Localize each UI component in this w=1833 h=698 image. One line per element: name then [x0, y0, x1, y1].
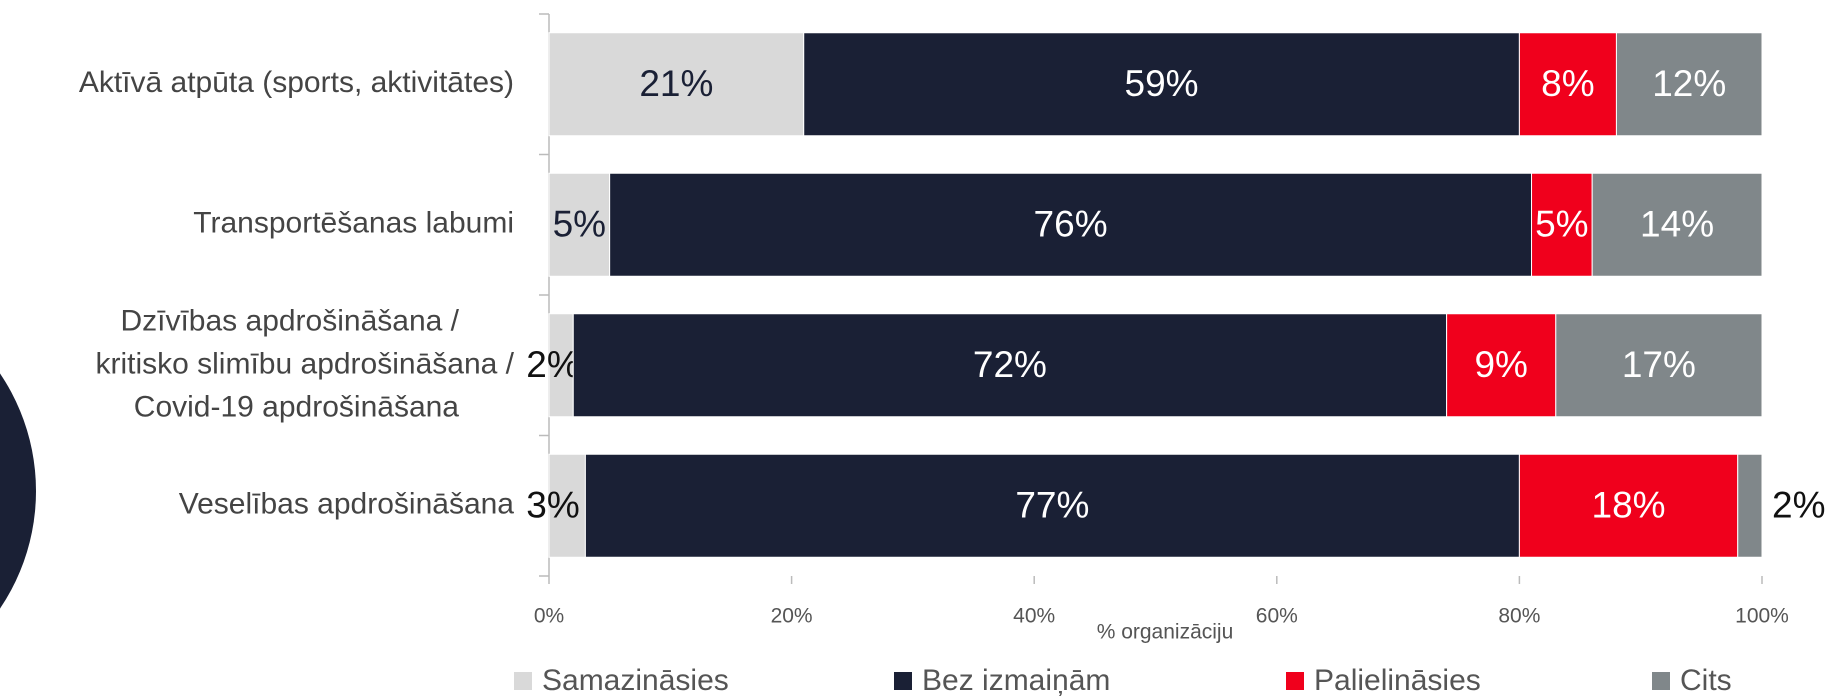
legend-swatch — [1286, 672, 1304, 690]
bar-segment — [1737, 453, 1763, 558]
bar-segment — [1531, 172, 1593, 277]
category-label: Aktīvā atpūta (sports, aktivitātes) — [79, 66, 514, 99]
bar-segment — [548, 453, 586, 558]
bar-segment — [1518, 453, 1739, 558]
x-axis-title: % organizāciju — [1097, 621, 1234, 644]
category-label: Veselības apdrošināšana — [179, 488, 515, 521]
bar-segment — [1615, 32, 1763, 137]
data-label: 18% — [1592, 485, 1666, 526]
data-label: 8% — [1541, 63, 1594, 104]
data-label: 77% — [1015, 485, 1089, 526]
bar-segment — [572, 313, 1448, 418]
bar-segment — [803, 32, 1520, 137]
x-tick-label: 60% — [1256, 605, 1298, 628]
x-tick-label: 80% — [1498, 605, 1540, 628]
data-label: 9% — [1474, 344, 1527, 385]
data-label: 14% — [1640, 204, 1714, 245]
legend-label: Samazināsies — [542, 664, 729, 697]
legend-label: Cits — [1680, 664, 1732, 697]
data-label: 2% — [1772, 485, 1825, 526]
data-label: 12% — [1652, 63, 1726, 104]
data-label: 17% — [1622, 344, 1696, 385]
data-label: 21% — [639, 63, 713, 104]
x-tick-label: 100% — [1735, 605, 1789, 628]
data-label: 72% — [973, 344, 1047, 385]
bar-segment — [1518, 32, 1617, 137]
x-tick-label: 40% — [1013, 605, 1055, 628]
legend-swatch — [894, 672, 912, 690]
data-label: 76% — [1034, 204, 1108, 245]
legend-label: Palielināsies — [1314, 664, 1481, 697]
legend-swatch — [514, 672, 532, 690]
data-label: 2% — [526, 344, 579, 385]
bar-segment — [1446, 313, 1557, 418]
bar-segment — [548, 172, 611, 277]
data-label: 3% — [526, 485, 579, 526]
bar-segment — [1591, 172, 1763, 277]
x-tick-label: 20% — [771, 605, 813, 628]
category-label: Dzīvības apdrošināšana / kritisko slimību… — [95, 304, 514, 423]
category-label: Transportēšanas labumi — [193, 207, 514, 240]
bar-segment — [548, 32, 805, 137]
legend-label: Bez izmaiņām — [922, 664, 1110, 697]
data-label: 5% — [1535, 204, 1588, 245]
decoration — [0, 373, 36, 609]
data-label: 59% — [1125, 63, 1199, 104]
bar-segment — [584, 453, 1520, 558]
bar-segment — [548, 313, 574, 418]
data-label: 5% — [553, 204, 606, 245]
bar-segment — [609, 172, 1533, 277]
legend-swatch — [1652, 672, 1670, 690]
x-tick-label: 0% — [534, 605, 564, 628]
bar-segment — [1555, 313, 1763, 418]
